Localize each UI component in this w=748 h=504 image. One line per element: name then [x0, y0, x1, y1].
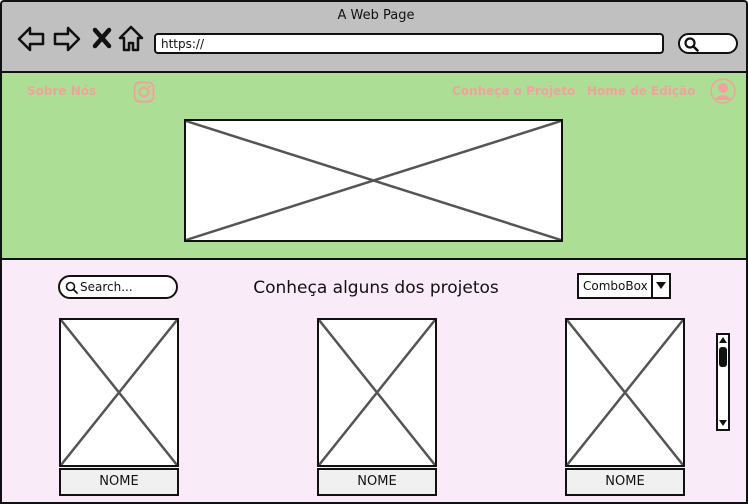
- hero-section: Sobre Nós Conheça o Projeto Home de Ediç…: [0, 73, 748, 260]
- project-card-image[interactable]: [565, 318, 685, 467]
- nav-link-project[interactable]: Conheça o Projeto: [452, 84, 576, 98]
- instagram-button[interactable]: [133, 81, 155, 107]
- scrollbar-thumb[interactable]: [719, 347, 727, 367]
- window-title: A Web Page: [337, 8, 415, 23]
- project-card-name-button[interactable]: NOME: [59, 468, 179, 496]
- back-arrow-icon: [17, 26, 45, 52]
- search-field[interactable]: [58, 275, 178, 299]
- home-button[interactable]: [116, 24, 146, 54]
- combobox-value: ComboBox: [583, 279, 648, 293]
- browser-toolbar: A Web Page: [0, 0, 748, 73]
- nav-link-about[interactable]: Sobre Nós: [27, 84, 97, 98]
- hero-banner-image: [184, 119, 563, 242]
- forward-button[interactable]: [52, 24, 82, 54]
- scroll-up-icon[interactable]: [719, 337, 727, 344]
- combobox-toggle[interactable]: [651, 275, 669, 297]
- search-icon: [65, 281, 78, 294]
- image-placeholder-icon: [567, 320, 683, 465]
- scroll-down-icon[interactable]: [719, 420, 727, 427]
- stop-button[interactable]: [88, 24, 118, 54]
- vertical-scrollbar[interactable]: [716, 333, 730, 431]
- project-card-name-button[interactable]: NOME: [565, 468, 685, 496]
- project-card-name-button[interactable]: NOME: [317, 468, 437, 496]
- chevron-down-icon: [656, 282, 666, 289]
- combobox[interactable]: ComboBox: [577, 273, 671, 299]
- project-card-image[interactable]: [59, 318, 179, 467]
- home-icon: [118, 25, 144, 52]
- instagram-icon: [133, 81, 155, 103]
- image-placeholder-icon: [186, 121, 561, 240]
- image-placeholder-icon: [61, 320, 177, 465]
- forward-arrow-icon: [53, 26, 81, 52]
- search-input[interactable]: [80, 279, 172, 295]
- image-placeholder-icon: [319, 320, 435, 465]
- search-icon: [684, 37, 699, 52]
- back-button[interactable]: [16, 24, 46, 54]
- close-icon: [92, 27, 112, 49]
- user-icon: [710, 78, 736, 104]
- projects-section: Conheça alguns dos projetos ComboBox NOM…: [0, 260, 748, 504]
- url-input[interactable]: [154, 33, 664, 54]
- section-title: Conheça alguns dos projetos: [253, 278, 499, 298]
- nav-link-editing[interactable]: Home de Edição: [587, 84, 696, 98]
- project-card-image[interactable]: [317, 318, 437, 467]
- browser-search-field[interactable]: [678, 33, 738, 54]
- user-profile-button[interactable]: [710, 78, 736, 108]
